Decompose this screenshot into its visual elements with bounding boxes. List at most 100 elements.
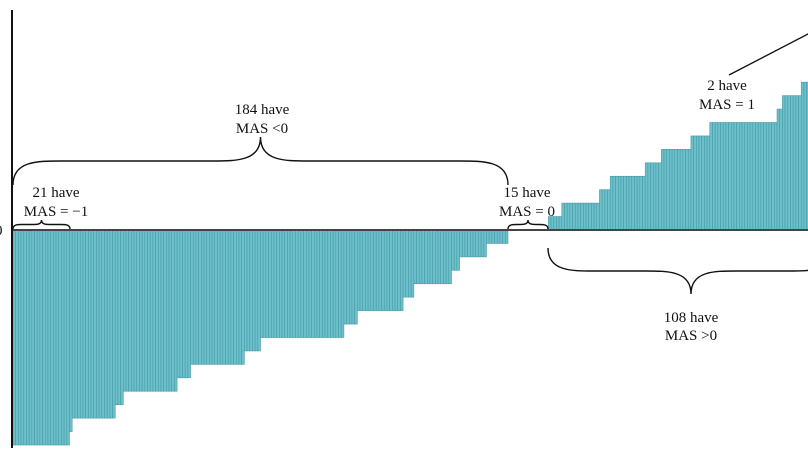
brace-zero — [507, 219, 549, 230]
bar — [631, 175, 635, 231]
bar — [112, 229, 116, 419]
bar — [300, 229, 304, 338]
bar — [456, 229, 460, 271]
bar — [601, 189, 606, 231]
bar — [44, 229, 49, 446]
bar — [706, 135, 711, 231]
bar — [155, 229, 159, 392]
bar — [241, 229, 245, 365]
bar — [61, 229, 65, 446]
bar — [634, 175, 638, 231]
bar — [176, 229, 181, 379]
bar — [287, 229, 291, 338]
bar — [505, 229, 509, 244]
bar — [117, 229, 121, 405]
bar — [168, 229, 173, 392]
bar — [174, 229, 178, 392]
bar — [82, 229, 86, 419]
bar — [373, 229, 377, 311]
bar — [214, 229, 218, 365]
bar — [139, 229, 143, 392]
bar — [276, 229, 280, 338]
bar — [556, 216, 560, 231]
bar — [591, 202, 595, 231]
bar — [149, 229, 154, 392]
bar — [122, 229, 127, 392]
bar — [365, 229, 369, 311]
bar — [141, 229, 146, 392]
bar — [209, 229, 213, 365]
bar — [435, 229, 439, 285]
bar — [362, 229, 366, 311]
bar — [502, 229, 506, 244]
bar — [636, 175, 641, 231]
bar — [324, 229, 329, 338]
bar — [201, 229, 205, 365]
bar — [744, 122, 748, 231]
bar — [47, 229, 51, 446]
bar — [739, 122, 743, 231]
bar — [765, 122, 770, 231]
bar — [443, 229, 447, 285]
bar — [71, 229, 76, 419]
bar — [424, 229, 428, 285]
bar — [198, 229, 202, 365]
bar — [413, 229, 417, 285]
bar — [252, 229, 256, 352]
bar — [42, 229, 46, 446]
bar — [470, 229, 474, 258]
bar — [343, 229, 347, 325]
bar — [295, 229, 299, 338]
bar — [650, 162, 654, 231]
bar — [617, 175, 622, 231]
bar — [120, 229, 124, 405]
bar — [712, 122, 716, 231]
annotation-plus-one-leader — [728, 33, 808, 76]
bar — [260, 229, 264, 338]
bar — [704, 135, 708, 231]
bar — [114, 229, 119, 405]
bar — [800, 81, 805, 231]
bar — [152, 229, 156, 392]
bar — [249, 229, 253, 352]
bar — [644, 162, 649, 231]
annotation-pos-total-line1: 108 have — [664, 310, 719, 326]
bar — [690, 135, 694, 231]
bar — [408, 229, 412, 298]
bar — [599, 189, 603, 231]
bar — [400, 229, 404, 311]
bar — [580, 202, 584, 231]
bar — [227, 229, 232, 365]
bar — [593, 202, 598, 231]
bar — [432, 229, 436, 285]
bar — [171, 229, 175, 392]
bar — [696, 135, 700, 231]
bar — [588, 202, 592, 231]
bar — [685, 149, 689, 231]
bar — [464, 229, 468, 258]
bar — [55, 229, 60, 446]
bar — [26, 229, 30, 446]
bar — [572, 202, 576, 231]
bar — [279, 229, 283, 338]
bar — [717, 122, 721, 231]
bar — [63, 229, 68, 446]
bar — [90, 229, 95, 419]
bar — [370, 229, 374, 311]
bar — [480, 229, 485, 258]
bar — [558, 216, 563, 231]
bar — [133, 229, 138, 392]
bar — [728, 122, 732, 231]
bar — [346, 229, 350, 325]
bar — [257, 229, 261, 352]
bar — [327, 229, 331, 338]
bar — [655, 162, 659, 231]
bar — [147, 229, 151, 392]
bar — [628, 175, 633, 231]
bar — [475, 229, 479, 258]
annotation-neg-total-line1: 184 have — [235, 102, 290, 118]
bar — [31, 229, 35, 446]
bar — [763, 122, 767, 231]
bar — [760, 122, 764, 231]
bar — [348, 229, 353, 325]
